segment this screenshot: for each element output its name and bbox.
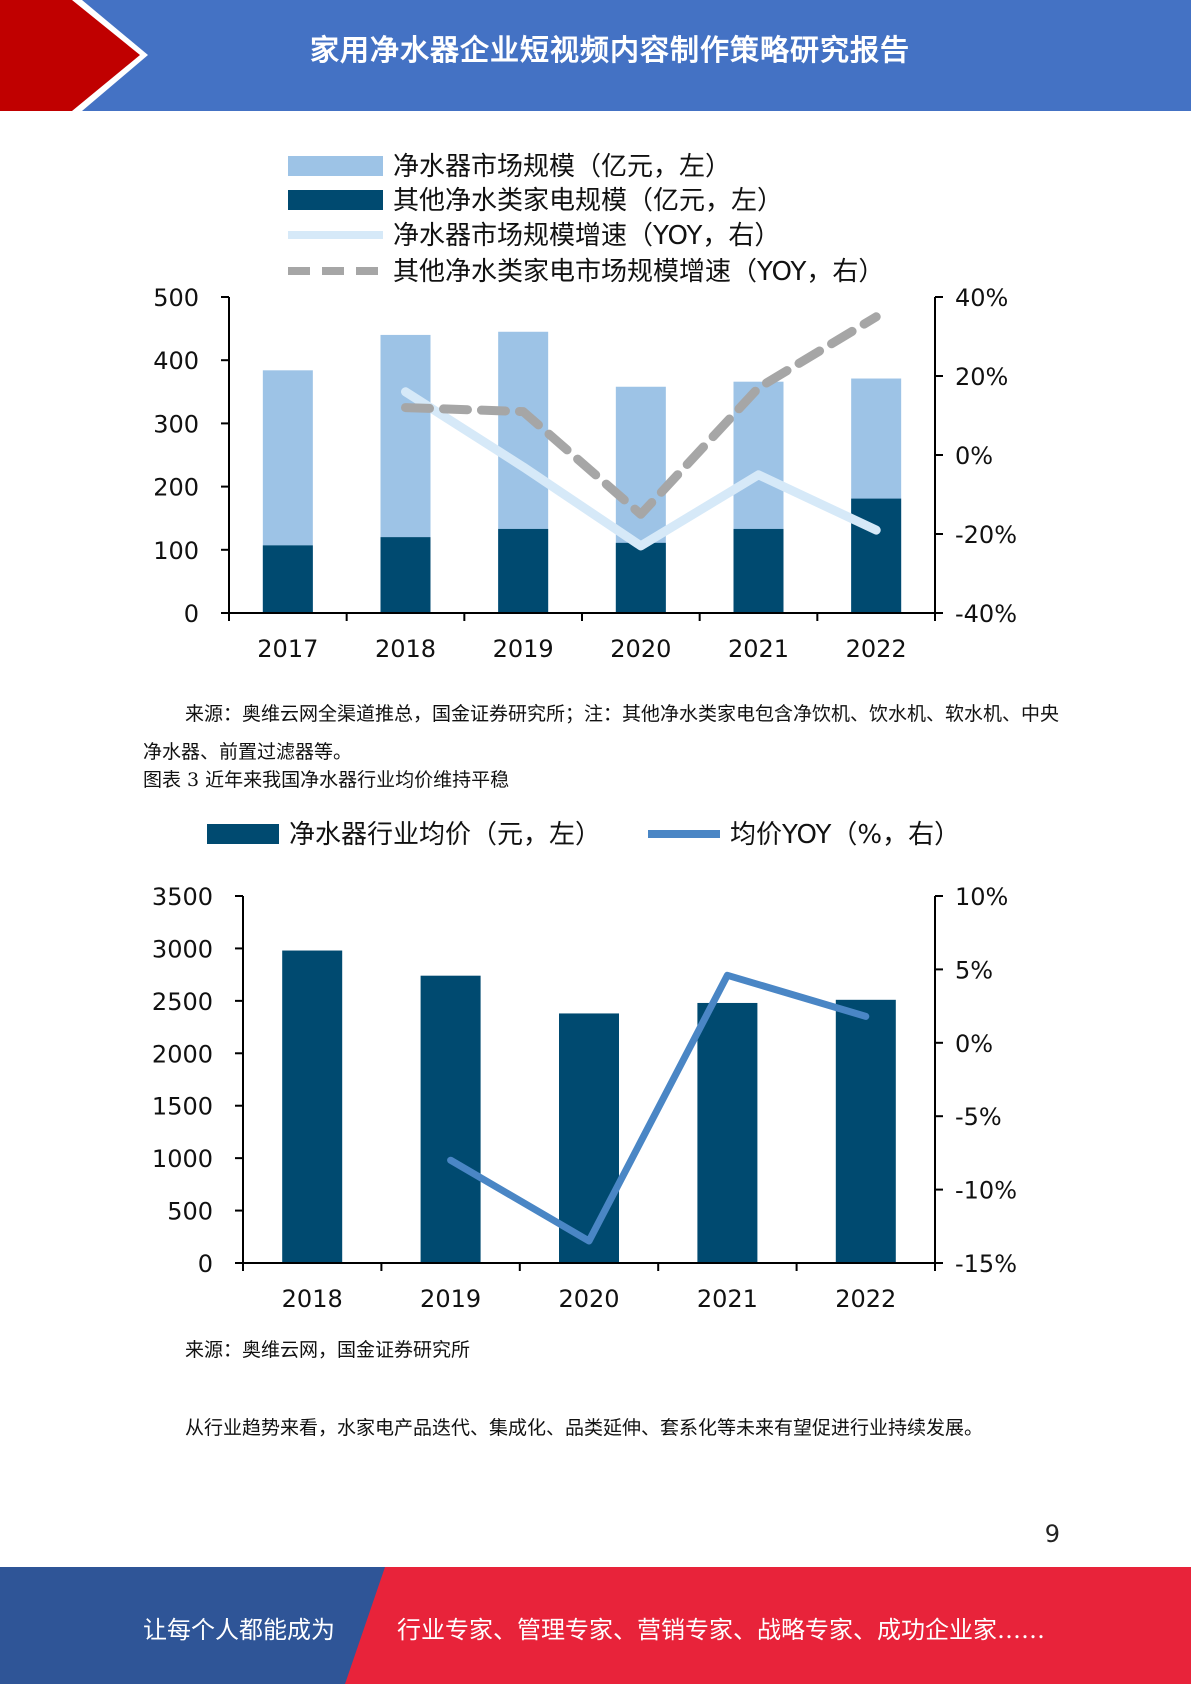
legend-label-1: 均价YOY（%，右） bbox=[730, 820, 960, 850]
left-tick-4: 2000 bbox=[152, 1040, 213, 1068]
left-tick-1: 500 bbox=[167, 1198, 213, 1226]
bar-0-2020 bbox=[559, 1013, 619, 1263]
chart1-source: 来源：奥维云网全渠道推总，国金证券研究所；注：其他净水类家电包含净饮机、饮水机、… bbox=[143, 703, 1060, 763]
body-paragraph: 从行业趋势来看，水家电产品迭代、集成化、品类延伸、套系化等未来有望促进行业持续发… bbox=[185, 1417, 984, 1439]
legend-label-1: 其他净水类家电规模（亿元，左） bbox=[393, 186, 783, 216]
right-tick-5: 10% bbox=[955, 883, 1008, 911]
bar-1-2017 bbox=[262, 545, 313, 613]
footer-band bbox=[0, 1567, 1191, 1684]
bar-1-2021 bbox=[733, 528, 784, 613]
header-band bbox=[0, 0, 1191, 111]
line-series-2 bbox=[401, 387, 881, 551]
left-tick-6: 3000 bbox=[152, 935, 213, 963]
x-tick-2019: 2019 bbox=[493, 635, 554, 663]
right-tick-4: 5% bbox=[955, 956, 993, 984]
market-size-chart: 净水器市场规模（亿元，左） 其他净水类家电规模（亿元，左） 净水器市场规模增速（YO… bbox=[0, 140, 1191, 670]
chart-svg: 净水器市场规模（亿元，左） 其他净水类家电规模（亿元，左） 净水器市场规模增速（YO… bbox=[153, 152, 1017, 663]
x-tick-2020: 2020 bbox=[558, 1285, 619, 1313]
right-tick-0: -40% bbox=[955, 600, 1017, 628]
bar-1-2020 bbox=[615, 542, 666, 613]
right-tick-4: 40% bbox=[955, 284, 1008, 312]
left-tick-2: 1000 bbox=[152, 1145, 213, 1173]
legend-swatch-0 bbox=[288, 156, 383, 176]
legend-label-2: 净水器市场规模增速（YOY，右） bbox=[393, 221, 780, 251]
right-tick-0: -15% bbox=[955, 1250, 1017, 1278]
x-tick-2021: 2021 bbox=[697, 1285, 758, 1313]
bar-0-2022 bbox=[835, 999, 896, 1263]
left-tick-7: 3500 bbox=[152, 883, 213, 911]
legend-label-3: 其他净水类家电市场规模增速（YOY，右） bbox=[393, 257, 884, 287]
x-tick-2022: 2022 bbox=[835, 1285, 896, 1313]
right-tick-1: -10% bbox=[955, 1177, 1017, 1205]
right-tick-2: -5% bbox=[955, 1103, 1002, 1131]
x-tick-2017: 2017 bbox=[257, 635, 318, 663]
legend-label-0: 净水器市场规模（亿元，左） bbox=[393, 152, 731, 182]
legend-label-0: 净水器行业均价（元，左） bbox=[289, 820, 601, 850]
left-tick-3: 300 bbox=[153, 410, 199, 438]
left-tick-2: 200 bbox=[153, 474, 199, 502]
bar-1-2018 bbox=[380, 537, 431, 613]
left-tick-5: 2500 bbox=[152, 988, 213, 1016]
line-series-1 bbox=[447, 971, 870, 1245]
line-series-3 bbox=[401, 312, 881, 519]
left-tick-5: 500 bbox=[153, 284, 199, 312]
bar-0-2021 bbox=[697, 1002, 758, 1263]
bar-1-2019 bbox=[498, 528, 549, 613]
chart2-source: 来源：奥维云网，国金证券研究所 bbox=[185, 1339, 471, 1361]
footer-slogan: 让每个人都能成为 bbox=[143, 1616, 335, 1644]
right-tick-3: 0% bbox=[955, 1030, 993, 1058]
left-tick-0: 0 bbox=[198, 1250, 213, 1278]
figure-caption: 图表 3 近年来我国净水器行业均价维持平稳 bbox=[143, 769, 510, 791]
average-price-chart: 净水器行业均价（元，左） 均价YOY（%，右） 0 500 1000 1500 2000 25… bbox=[0, 800, 1191, 1320]
left-tick-4: 400 bbox=[153, 347, 199, 375]
chart-svg: 净水器行业均价（元，左） 均价YOY（%，右） 0 500 1000 1500 2000 25… bbox=[152, 820, 1017, 1313]
x-tick-2018: 2018 bbox=[282, 1285, 343, 1313]
x-tick-2019: 2019 bbox=[420, 1285, 481, 1313]
left-tick-3: 1500 bbox=[152, 1093, 213, 1121]
bar-0-2019 bbox=[420, 975, 481, 1263]
x-tick-2020: 2020 bbox=[610, 635, 671, 663]
left-tick-0: 0 bbox=[184, 600, 199, 628]
x-tick-2022: 2022 bbox=[846, 635, 907, 663]
x-tick-2021: 2021 bbox=[728, 635, 789, 663]
bar-0-2018 bbox=[282, 950, 343, 1263]
left-tick-1: 100 bbox=[153, 537, 199, 565]
legend-swatch-0 bbox=[207, 824, 279, 844]
bar-1-2022 bbox=[851, 498, 902, 613]
right-tick-3: 20% bbox=[955, 363, 1008, 391]
right-tick-2: 0% bbox=[955, 442, 993, 470]
x-tick-2018: 2018 bbox=[375, 635, 436, 663]
page-number: 9 bbox=[1044, 1520, 1060, 1548]
legend-swatch-1 bbox=[288, 190, 383, 210]
report-title: 家用净水器企业短视频内容制作策略研究报告 bbox=[309, 33, 910, 67]
footer-roles: 行业专家、管理专家、营销专家、战略专家、成功企业家…… bbox=[397, 1616, 1045, 1644]
right-tick-1: -20% bbox=[955, 521, 1017, 549]
